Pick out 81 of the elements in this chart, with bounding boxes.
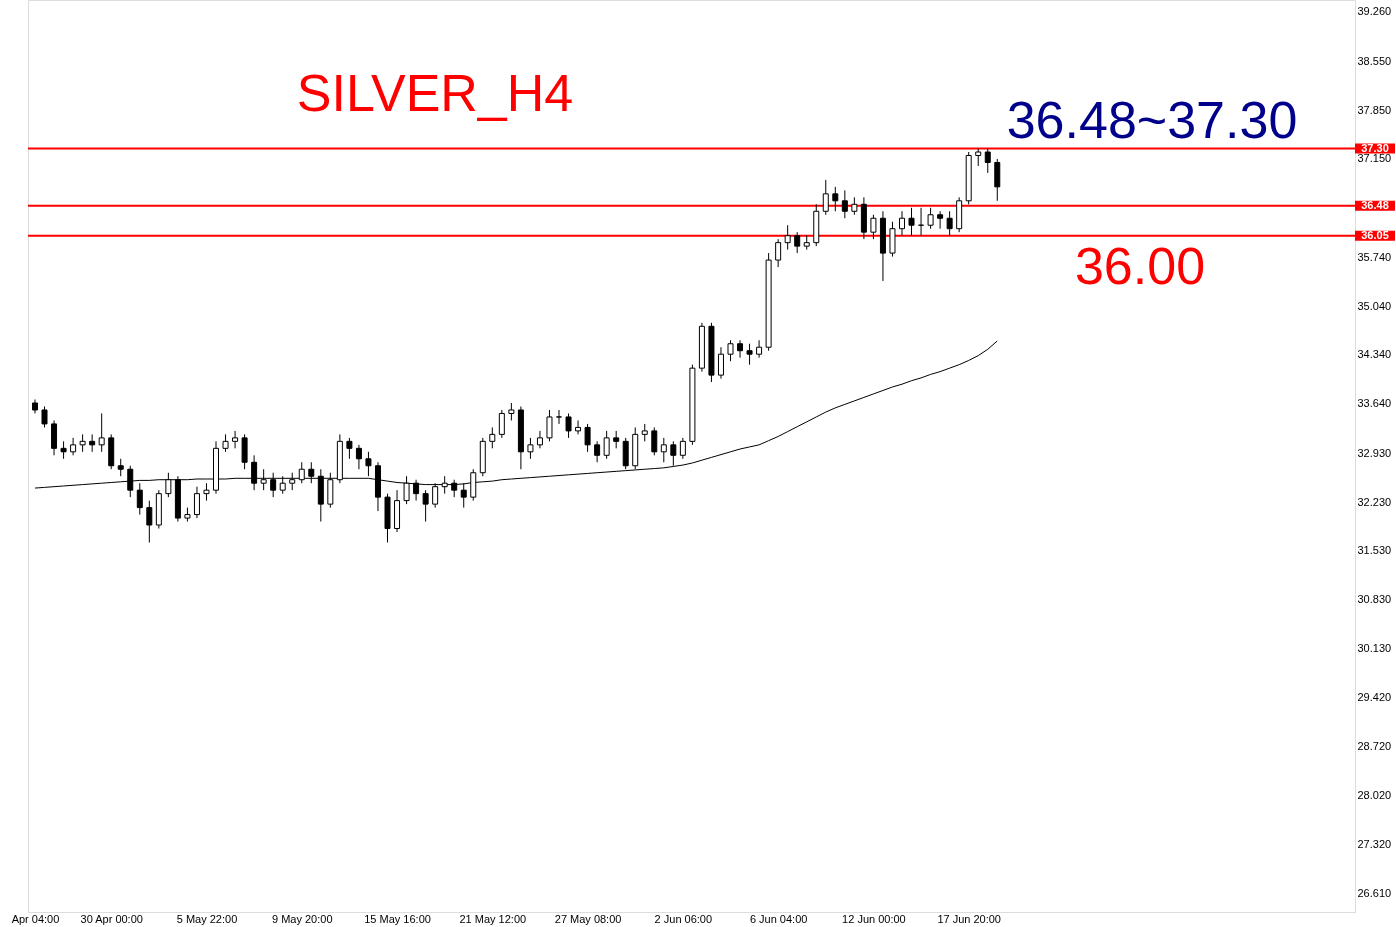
x-tick-label: 5 May 22:00 bbox=[176, 912, 238, 925]
candlestick bbox=[498, 409, 505, 439]
candlestick bbox=[594, 440, 601, 463]
candlestick bbox=[822, 179, 829, 216]
candlestick bbox=[575, 419, 582, 435]
candlestick bbox=[841, 189, 848, 219]
candlestick bbox=[584, 423, 591, 453]
candlestick bbox=[355, 444, 362, 470]
y-tick-label: 35.040 bbox=[1357, 299, 1392, 312]
candlestick bbox=[727, 339, 734, 362]
candlestick bbox=[794, 231, 801, 254]
x-tick-label: 6 Jun 04:00 bbox=[749, 912, 808, 925]
candlestick bbox=[984, 148, 991, 174]
x-tick-label: 21 May 12:00 bbox=[459, 912, 527, 925]
candlestick bbox=[546, 409, 553, 442]
candlestick bbox=[937, 210, 944, 230]
y-tick-label: 31.530 bbox=[1357, 544, 1392, 557]
candlestick bbox=[603, 430, 610, 460]
y-tick-label: 39.260 bbox=[1357, 5, 1392, 18]
candlestick bbox=[98, 412, 105, 453]
y-tick-label: 30.130 bbox=[1357, 641, 1392, 654]
candlestick bbox=[899, 210, 905, 237]
y-tick-label: 26.610 bbox=[1357, 887, 1392, 900]
candlestick bbox=[946, 210, 953, 237]
candlestick bbox=[346, 437, 353, 460]
candlestick bbox=[422, 489, 429, 523]
ref-line-label: 36.05 bbox=[1361, 228, 1389, 241]
y-tick-label: 30.830 bbox=[1357, 593, 1392, 606]
x-tick-label: 12 Jun 00:00 bbox=[842, 912, 906, 925]
candlestick bbox=[308, 461, 315, 484]
y-tick-label: 34.340 bbox=[1357, 348, 1392, 361]
x-tick-label: 30 Apr 00:00 bbox=[80, 912, 143, 925]
candlestick bbox=[489, 426, 496, 449]
y-tick-label: 37.150 bbox=[1357, 152, 1392, 165]
candlestick bbox=[651, 426, 658, 456]
candlestick bbox=[908, 207, 915, 237]
candlestick bbox=[679, 437, 686, 460]
y-tick-label: 32.230 bbox=[1357, 495, 1392, 508]
y-tick-label: 37.850 bbox=[1357, 103, 1392, 116]
candlestick bbox=[756, 339, 763, 359]
ref-line-label: 36.48 bbox=[1361, 198, 1389, 211]
candlestick bbox=[746, 343, 753, 366]
candlestick bbox=[136, 482, 143, 516]
y-tick-label: 27.320 bbox=[1357, 837, 1392, 850]
candlestick bbox=[365, 451, 372, 477]
candlestick bbox=[70, 437, 77, 456]
text: 36.48~37.30 bbox=[1006, 91, 1298, 149]
y-tick-label: 38.550 bbox=[1357, 54, 1392, 67]
y-tick-label: 29.420 bbox=[1357, 691, 1392, 704]
candlestick bbox=[775, 238, 782, 268]
candlestick bbox=[536, 430, 543, 449]
candlestick bbox=[193, 486, 200, 519]
candlestick bbox=[670, 440, 677, 467]
candlestick bbox=[41, 406, 48, 428]
y-tick-label: 28.020 bbox=[1357, 789, 1392, 802]
x-tick-label: Apr 04:00 bbox=[11, 912, 60, 925]
candlestick bbox=[927, 207, 934, 230]
x-tick-label: 27 May 08:00 bbox=[554, 912, 622, 925]
candlestick bbox=[784, 224, 791, 251]
candlestick bbox=[146, 500, 153, 543]
x-tick-label: 9 May 20:00 bbox=[271, 912, 333, 925]
ref-line-label: 37.30 bbox=[1361, 141, 1389, 154]
annotation: SILVER_H4 bbox=[296, 64, 574, 122]
candlestick bbox=[717, 346, 724, 380]
candlestick bbox=[565, 412, 572, 439]
candlestick bbox=[232, 430, 239, 449]
y-tick-label: 28.720 bbox=[1357, 740, 1392, 753]
x-tick-label: 15 May 16:00 bbox=[364, 912, 431, 925]
candlestick bbox=[556, 409, 563, 425]
candlestick bbox=[832, 186, 839, 212]
candlestick bbox=[298, 461, 305, 484]
x-tick-label: 17 Jun 20:00 bbox=[937, 912, 1002, 925]
candlestick bbox=[527, 437, 534, 460]
text: 36.00 bbox=[1074, 237, 1206, 295]
y-tick-label: 33.640 bbox=[1357, 397, 1392, 410]
y-tick-label: 35.740 bbox=[1357, 250, 1392, 263]
candlestick bbox=[737, 339, 744, 359]
candlestick bbox=[660, 437, 667, 463]
y-tick-label: 32.930 bbox=[1357, 446, 1392, 459]
candlestick bbox=[870, 214, 877, 240]
x-tick-label: 2 Jun 06:00 bbox=[654, 912, 713, 925]
